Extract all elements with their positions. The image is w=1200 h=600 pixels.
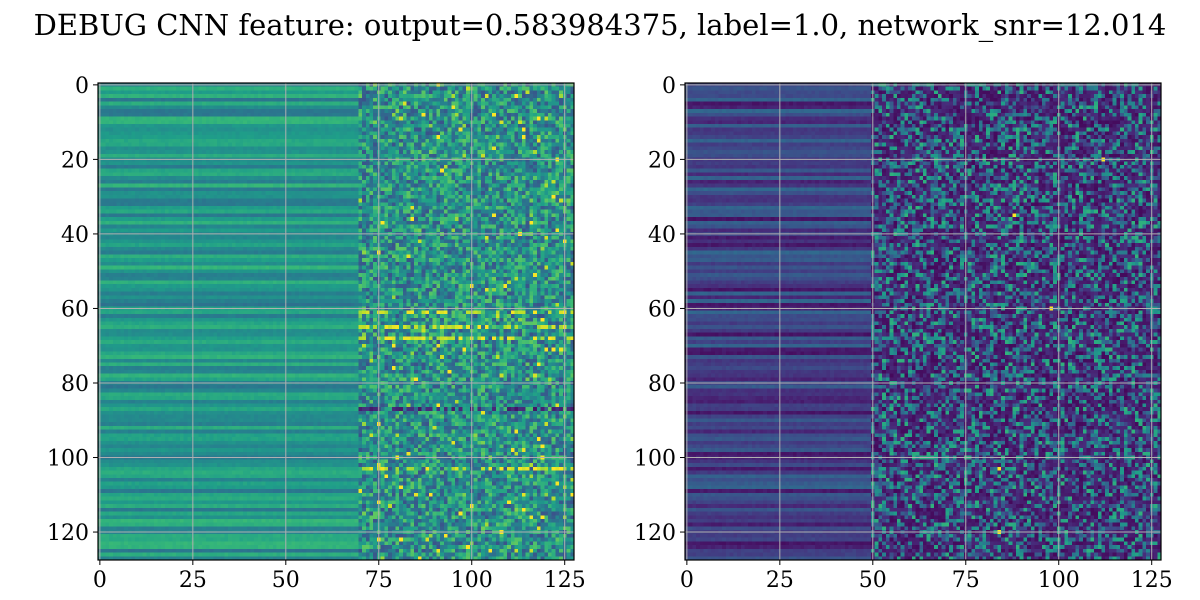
x-tick-label: 75 (952, 568, 980, 593)
panel-1: 0 25 50 75 100 125 0 20 40 60 80 100 120 (47, 74, 586, 593)
x-tick-label: 0 (93, 568, 107, 593)
x-tick-label: 75 (365, 568, 393, 593)
y-tick-label: 40 (648, 223, 676, 248)
x-tick-label: 100 (1038, 568, 1080, 593)
x-tick-label: 125 (544, 568, 586, 593)
figure-title: DEBUG CNN feature: output=0.583984375, l… (34, 8, 1167, 43)
x-tick-label: 25 (179, 568, 207, 593)
y-tick-label: 80 (648, 372, 676, 397)
axes-frame (684, 82, 1162, 561)
y-tick-label: 0 (75, 74, 89, 99)
y-tick-label: 100 (634, 447, 676, 472)
x-tick-label: 50 (859, 568, 887, 593)
y-tick-label: 20 (61, 148, 89, 173)
x-tick-label: 25 (766, 568, 794, 593)
y-tick-label: 120 (47, 521, 89, 546)
x-tick-label: 125 (1131, 568, 1173, 593)
x-tick-label: 50 (272, 568, 300, 593)
y-tick-label: 60 (61, 297, 89, 322)
axes-frame (97, 82, 575, 561)
y-tick-label: 40 (61, 223, 89, 248)
y-tick-label: 20 (648, 148, 676, 173)
x-tick-label: 100 (451, 568, 493, 593)
heatmap-image-2 (685, 83, 1161, 560)
y-tick-label: 60 (648, 297, 676, 322)
y-tick-label: 100 (47, 447, 89, 472)
heatmap-image-1 (98, 83, 574, 560)
y-tick-label: 120 (634, 521, 676, 546)
y-tick-label: 80 (61, 372, 89, 397)
x-tick-label: 0 (680, 568, 694, 593)
panel-2: 0 25 50 75 100 125 0 20 40 60 80 100 120 (634, 74, 1173, 593)
y-tick-label: 0 (662, 74, 676, 99)
